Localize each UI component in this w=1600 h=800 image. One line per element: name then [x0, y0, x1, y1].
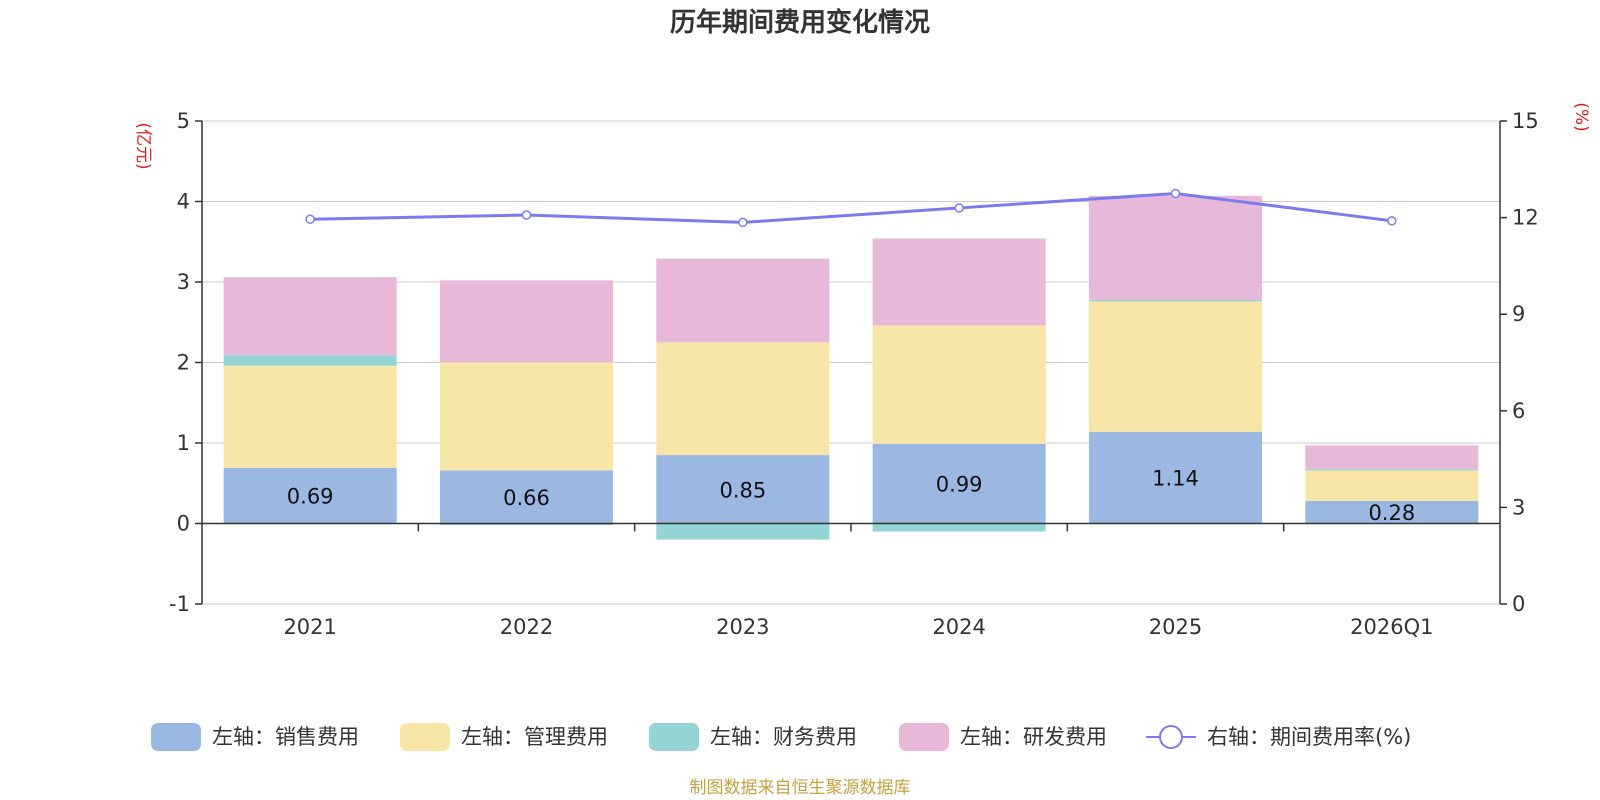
bar-segment [872, 523, 1046, 532]
bar-segment [1305, 468, 1479, 471]
rate-point [1387, 216, 1397, 226]
right-tick-label: 15 [1512, 109, 1539, 133]
left-tick-label: 5 [177, 109, 190, 133]
rate-point [305, 214, 315, 224]
legend-swatch [899, 723, 949, 751]
legend-marker-swatch [1159, 725, 1183, 749]
rate-point [954, 203, 964, 213]
legend-swatch [649, 723, 699, 751]
x-tick-label: 2024 [932, 615, 985, 639]
right-axis-unit: (%) [1571, 102, 1591, 131]
bar-segment [223, 277, 397, 356]
bar-segment [656, 258, 830, 343]
chart-title: 历年期间费用变化情况 [670, 7, 930, 38]
bar-segment [439, 470, 614, 524]
left-axis-unit: (亿元) [133, 122, 153, 169]
right-tick-label: 9 [1512, 302, 1525, 326]
bar-segment [1305, 445, 1479, 469]
data-label: 0.28 [1368, 501, 1415, 525]
right-tick-label: 6 [1512, 399, 1525, 423]
rate-point [738, 217, 748, 228]
bar-segment [439, 523, 614, 526]
left-tick-label: -1 [169, 592, 190, 616]
grid-lines [202, 120, 1500, 605]
bar-segment [1305, 470, 1479, 501]
legend-swatch [400, 723, 450, 751]
bar-segment [872, 238, 1046, 326]
x-tick-label: 2022 [500, 615, 553, 639]
bar-segment [439, 362, 614, 471]
right-tick-label: 12 [1512, 206, 1539, 230]
rate-point [1170, 188, 1181, 199]
bar-segment [1088, 299, 1263, 302]
data-label: 0.99 [936, 473, 983, 497]
bar-segment [223, 467, 397, 524]
bar-segment [1088, 195, 1263, 300]
rate-point [521, 210, 532, 220]
bar-segment [656, 342, 830, 456]
data-label: 0.66 [503, 486, 550, 510]
legend-label: 右轴：期间费用率(%) [1207, 725, 1411, 749]
bar-segment [223, 365, 397, 468]
bar-segment [439, 280, 614, 363]
x-tick-label: 2025 [1149, 615, 1202, 639]
x-tick-label: 2026Q1 [1350, 615, 1433, 639]
source-note: 制图数据来自恒生聚源数据库 [690, 778, 911, 798]
expense-rate-line [305, 188, 1397, 228]
legend-label: 左轴：财务费用 [710, 725, 857, 749]
rate-line-path [310, 191, 1393, 224]
left-tick-label: 3 [177, 270, 190, 294]
legend: 左轴：销售费用 左轴：管理费用 左轴：财务费用 左轴：研发费用 右轴：期间费用率(%) [151, 723, 1411, 751]
data-label: 1.14 [1152, 467, 1199, 491]
bar-segment [1305, 500, 1479, 524]
right-tick-label: 3 [1512, 495, 1525, 519]
legend-swatch [151, 723, 201, 751]
x-tick-label: 2021 [283, 615, 336, 639]
bar-segment [1088, 431, 1263, 524]
data-label: 0.85 [719, 478, 766, 502]
bar-segment [223, 355, 397, 366]
right-tick-label: 0 [1512, 592, 1525, 616]
legend-label: 左轴：销售费用 [212, 725, 359, 749]
left-tick-label: 2 [177, 351, 190, 375]
bar-segment [1088, 301, 1263, 432]
left-tick-label: 1 [177, 431, 190, 455]
x-axis-labels: 2021 2022 2023 2024 2025 2026Q1 [283, 615, 1433, 639]
left-tick-label: 0 [177, 512, 190, 536]
left-tick-label: 4 [177, 190, 190, 214]
bar-series [223, 195, 1479, 540]
bar-segment [872, 325, 1046, 444]
bar-segment [656, 523, 830, 540]
bar-segment [656, 455, 830, 524]
x-tick-label: 2023 [716, 615, 769, 639]
data-label: 0.69 [287, 485, 334, 509]
data-labels: 0.69 0.66 0.85 0.99 1.14 0.28 [287, 467, 1415, 526]
bar-segment [872, 443, 1046, 524]
legend-label: 左轴：研发费用 [960, 725, 1107, 749]
legend-label: 左轴：管理费用 [461, 725, 608, 749]
